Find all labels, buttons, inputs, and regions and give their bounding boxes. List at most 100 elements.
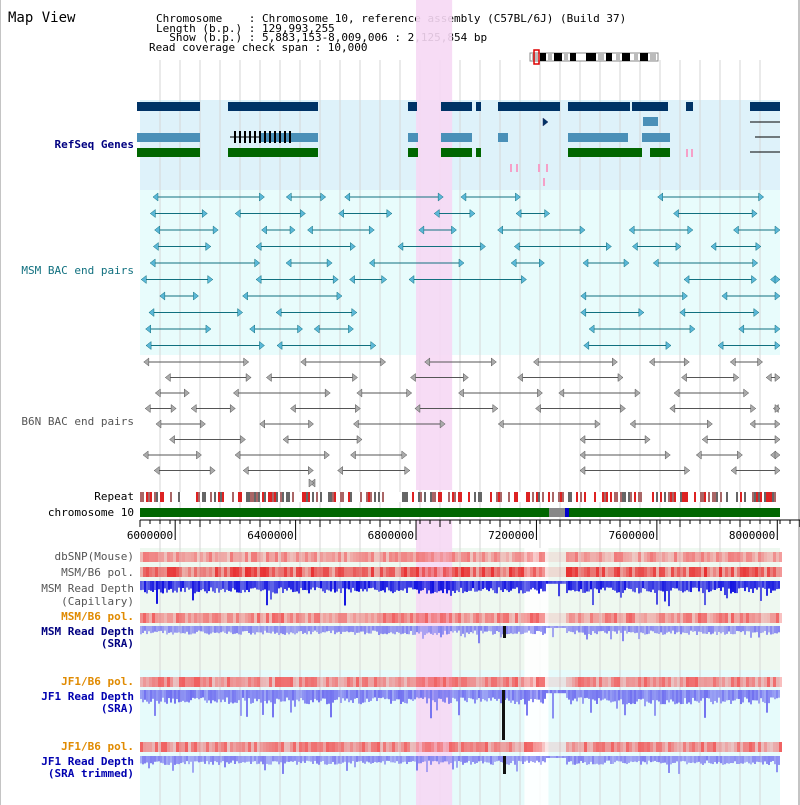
msm-depth-sra-bar	[682, 626, 684, 633]
msm-b6-pol2-cell	[431, 613, 434, 623]
jf1-depth-trim-bar	[348, 756, 350, 763]
dbsnp-cell	[686, 552, 689, 562]
msm-b6-pol2-cell	[470, 613, 473, 623]
msm-bac-pair-end	[336, 291, 343, 301]
msm-b6-pol2-cell	[404, 613, 407, 623]
msm-depth-sra-bar	[638, 626, 640, 640]
b6n-bac-pair-end	[749, 419, 756, 429]
repeat-element	[254, 492, 256, 502]
jf1-depth-sra-bar	[334, 690, 336, 701]
msm-depth-cap-bar	[300, 581, 302, 588]
jf1-depth-trim-bar	[274, 756, 276, 762]
msm-depth-sra-bar	[766, 626, 768, 635]
repeat-element	[624, 492, 626, 502]
jf1-depth-sra-bar	[342, 690, 344, 699]
msm-b6-pol-cell	[401, 567, 404, 577]
repeat-element	[532, 492, 534, 502]
jf1-depth-sra-bar	[176, 690, 178, 700]
msm-b6-pol2-cell	[731, 613, 734, 623]
jf1-depth-trim-bar	[308, 756, 310, 762]
msm-depth-sra-bar	[586, 626, 588, 640]
dbsnp-cell	[368, 552, 371, 562]
jf1-depth-sra-bar	[256, 690, 258, 702]
msm-depth-cap-bar	[612, 581, 614, 590]
b6n-bac-pair-end	[701, 434, 708, 445]
msm-bac-pair-end	[313, 324, 320, 334]
jf1-b6-pol-cell	[485, 677, 488, 687]
msm-b6-pol-cell	[437, 567, 440, 577]
msm-b6-pol2-cell	[746, 613, 749, 623]
jf1-depth-trim-bar	[270, 756, 272, 765]
msm-b6-pol2-cell	[683, 613, 686, 623]
jf1-b6-pol2-cell	[182, 742, 185, 752]
msm-b6-pol-cell	[689, 567, 692, 577]
msm-depth-cap-bar	[738, 581, 740, 589]
msm-depth-cap-bar	[238, 581, 240, 593]
jf1-b6-pol2-cell	[293, 742, 296, 752]
msm-depth-sra-bar	[358, 626, 360, 633]
repeat-element	[576, 492, 578, 502]
msm-b6-pol2-cell	[173, 613, 176, 623]
msm-b6-pol-cell	[428, 567, 431, 577]
msm-depth-cap-bar	[370, 581, 372, 589]
msm-depth-sra-bar	[210, 626, 212, 634]
dbsnp-cell	[155, 552, 158, 562]
jf1-b6-pol2-cell	[632, 742, 635, 752]
msm-b6-pol-cell	[590, 567, 593, 577]
jf1-depth-trim-bar	[458, 756, 460, 762]
msm-b6-pol2-cell	[329, 613, 332, 623]
b6n-bac-pair-end	[669, 403, 676, 414]
msm-b6-pol-cell	[152, 567, 155, 577]
msm-depth-cap-bar	[198, 581, 200, 592]
dbsnp-cell	[188, 552, 191, 562]
msm-depth-cap-bar	[190, 581, 192, 589]
msm-b6-pol2-cell	[245, 613, 248, 623]
msm-b6-pol-cell	[170, 567, 173, 577]
jf1-depth-sra-bar	[408, 690, 410, 699]
msm-depth-sra-bar	[612, 626, 614, 632]
jf1-b6-pol-cell	[281, 677, 284, 687]
dbsnp-cell	[209, 552, 212, 562]
msm-depth-sra-bar	[630, 626, 632, 633]
jf1-b6-pol2-cell	[173, 742, 176, 752]
msm-depth-sra-bar	[776, 626, 778, 634]
dbsnp-cell	[758, 552, 761, 562]
jf1-depth-sra-bar	[336, 690, 338, 700]
msm-b6-pol2-cell	[572, 613, 575, 623]
jf1-b6-pol2-cell	[179, 742, 182, 752]
track-label-refseq[interactable]: RefSeq Genes	[54, 138, 134, 151]
track-label-msm-bac[interactable]: MSM BAC end pairs	[21, 264, 134, 277]
msm-depth-cap-bar	[714, 581, 716, 590]
jf1-b6-pol-cell	[248, 677, 251, 687]
jf1-b6-pol2-cell	[779, 742, 782, 752]
msm-depth-cap-bar	[690, 581, 692, 593]
jf1-b6-pol-cell	[758, 677, 761, 687]
jf1-b6-pol-cell	[521, 677, 524, 687]
jf1-depth-sra-bar	[214, 690, 216, 702]
b6n-bac-pair-end	[190, 403, 197, 414]
msm-b6-pol-cell	[548, 567, 551, 577]
jf1-b6-pol2-cell	[161, 742, 164, 752]
jf1-depth-sra-bar	[678, 690, 680, 703]
dbsnp-cell	[299, 552, 302, 562]
msm-b6-pol-cell	[221, 567, 224, 577]
jf1-depth-sra-bar	[300, 690, 302, 699]
track-label-b6n-bac[interactable]: B6N BAC end pairs	[21, 415, 134, 428]
dbsnp-cell	[218, 552, 221, 562]
repeat-element	[412, 492, 414, 502]
dbsnp-cell	[245, 552, 248, 562]
msm-b6-pol-cell	[707, 567, 710, 577]
msm-depth-cap-bar	[230, 581, 232, 592]
dbsnp-cell	[365, 552, 368, 562]
dbsnp-cell	[524, 552, 527, 562]
highlight-region	[416, 0, 453, 490]
b6n-bac-pair-end	[406, 388, 413, 398]
refseq-minor-feature	[691, 149, 693, 157]
msm-depth-sra-bar	[408, 626, 410, 635]
repeat-element	[366, 492, 368, 502]
jf1-depth-trim-bar	[518, 756, 520, 761]
jf1-b6-pol-cell	[362, 677, 365, 687]
jf1-depth-sra-bar	[362, 690, 364, 703]
jf1-depth-sra-bar	[628, 690, 630, 703]
